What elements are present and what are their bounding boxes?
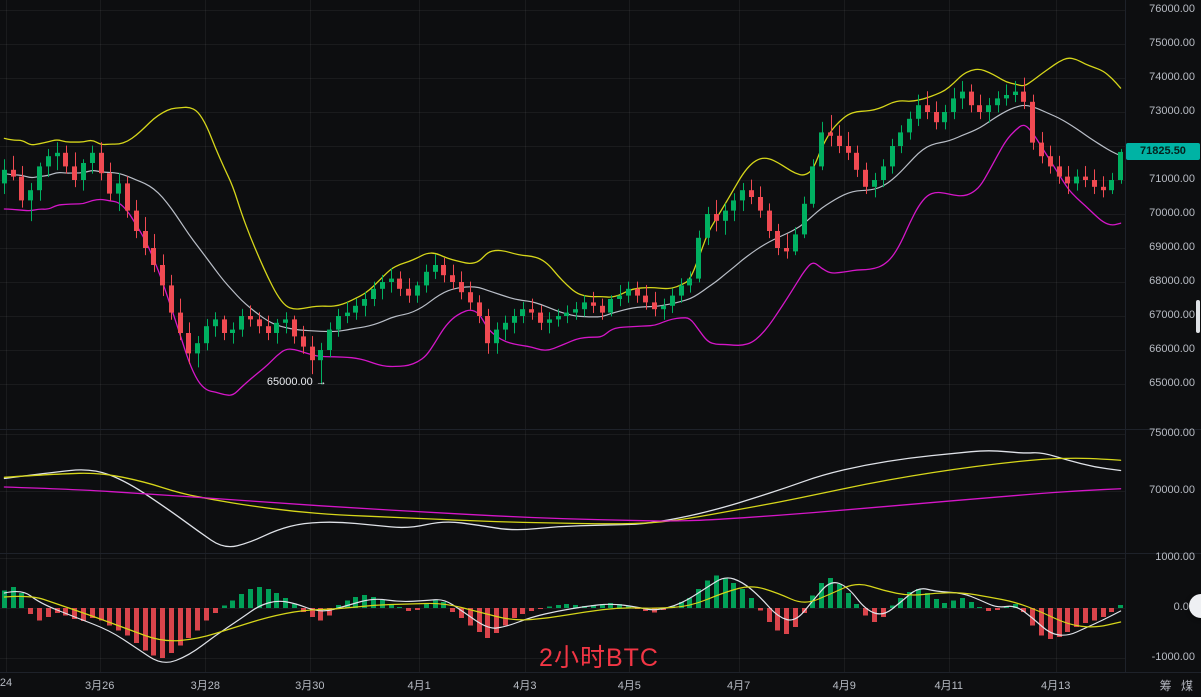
price-axis[interactable] (1125, 0, 1201, 672)
corner-tools-label[interactable]: 筹 煤 (1159, 679, 1196, 693)
last-price-value: 71825.50 (1140, 145, 1186, 158)
scrollbar-thumb[interactable] (1196, 300, 1200, 333)
floating-action-button[interactable] (1189, 594, 1201, 618)
last-price-badge: 71825.50 (1126, 143, 1200, 161)
price-level-annotation: 65000.00 → (266, 376, 327, 388)
timeframe-watermark: 2小时BTC (539, 644, 659, 672)
time-axis[interactable] (0, 672, 1125, 697)
